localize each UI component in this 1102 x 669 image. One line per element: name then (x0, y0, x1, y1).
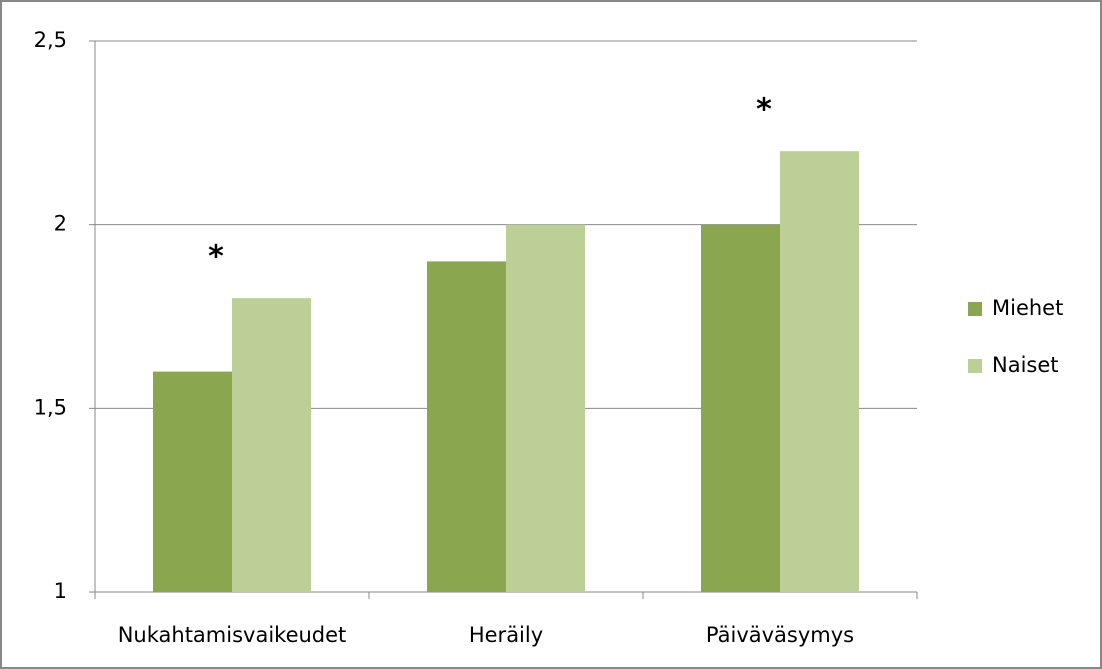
annotation: * (208, 240, 224, 275)
legend-swatch (968, 302, 982, 316)
annotation: * (756, 93, 772, 128)
x-tick-label: Heräily (469, 623, 543, 647)
legend-label: Miehet (992, 296, 1063, 320)
y-tick-label: 2 (54, 212, 67, 236)
bar (232, 298, 311, 592)
bar (153, 371, 232, 592)
bar (701, 224, 780, 592)
bar (780, 151, 859, 592)
bar (427, 261, 506, 592)
y-tick-label: 2,5 (34, 28, 67, 52)
x-tick-label: Päiväväsymys (706, 623, 854, 647)
legend-label: Naiset (992, 353, 1059, 377)
bar (506, 224, 585, 592)
x-tick-label: Nukahtamisvaikeudet (118, 623, 347, 647)
legend-swatch (968, 359, 982, 373)
y-tick-label: 1 (54, 579, 67, 603)
y-tick-label: 1,5 (34, 395, 67, 419)
